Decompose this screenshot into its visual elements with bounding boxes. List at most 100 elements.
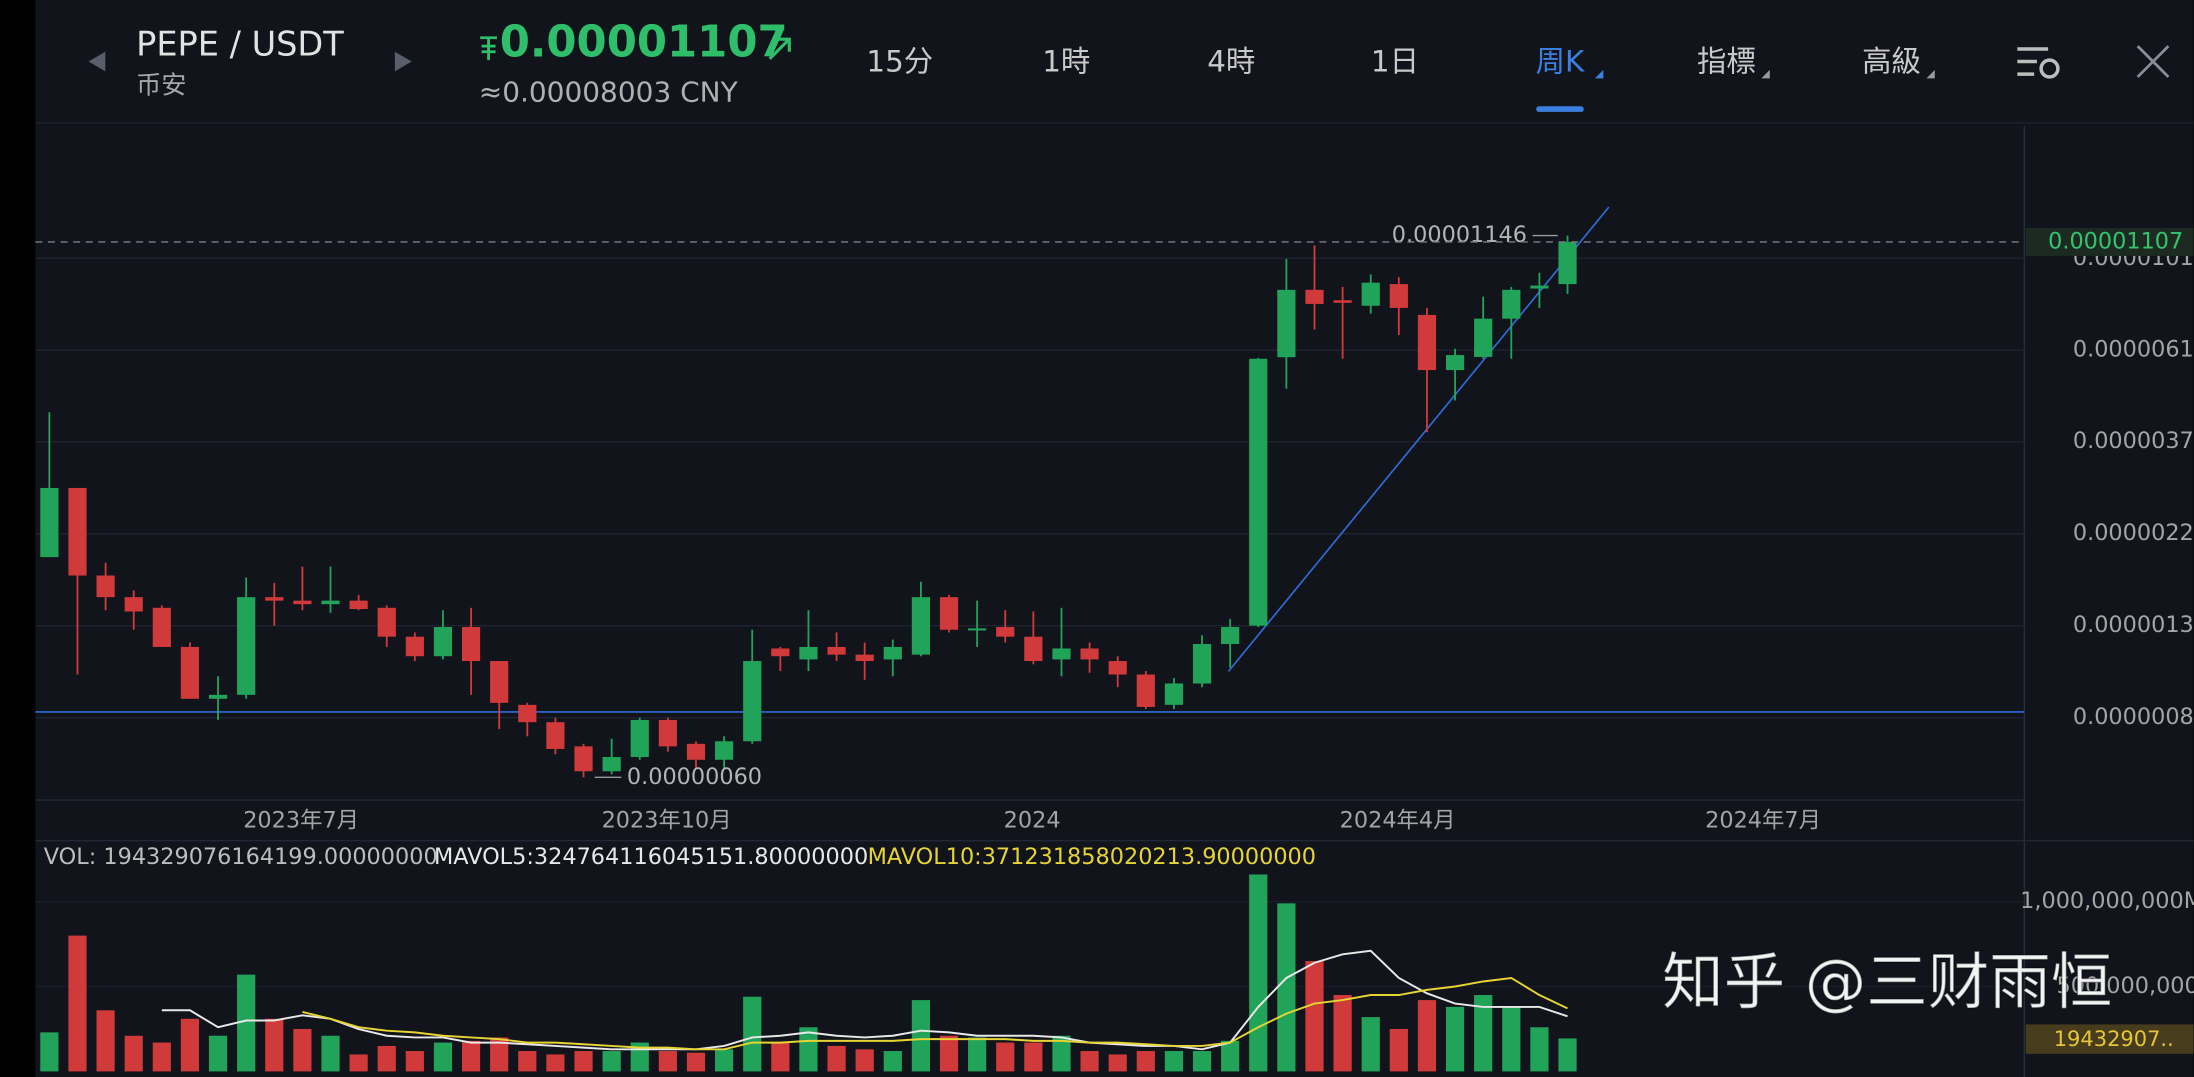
x-tick-label: 2023年10月	[602, 808, 732, 834]
candle-body	[461, 627, 481, 662]
candle-body	[1333, 300, 1352, 303]
candle-body	[658, 719, 677, 747]
trend-line	[1227, 206, 1610, 672]
tab[interactable]: 4時	[1207, 44, 1255, 78]
candle-body	[1164, 683, 1184, 705]
volume-bar	[180, 1018, 200, 1072]
candle-body	[771, 648, 790, 657]
tab[interactable]: 周K	[1536, 44, 1585, 78]
tab[interactable]: 1日	[1371, 44, 1419, 78]
settings-gear[interactable]	[2039, 58, 2060, 79]
tether-icon	[480, 36, 497, 61]
close-icon[interactable]	[2136, 45, 2170, 78]
candle-body	[1052, 648, 1071, 660]
ma-legend: MAVOL5:324764116045151.80000000	[434, 844, 868, 870]
volume-bar	[546, 1054, 565, 1072]
volume-bar	[1474, 995, 1493, 1072]
candle-body	[40, 487, 59, 558]
volume-bar	[1558, 1038, 1577, 1072]
volume-bar	[433, 1042, 453, 1072]
candle-body	[602, 757, 621, 772]
candle-body	[1192, 643, 1212, 684]
volume-bar	[40, 1032, 59, 1072]
candle-body	[1136, 674, 1155, 707]
candle-body	[574, 746, 593, 772]
candle-body	[405, 636, 424, 657]
candle-body	[1558, 241, 1577, 285]
candle-body	[518, 704, 537, 723]
y-tick-label: 0.00000614	[2073, 337, 2194, 363]
tab[interactable]: 高級	[1862, 44, 1921, 78]
candle-body	[1305, 289, 1324, 304]
candle-body	[715, 741, 734, 760]
volume-bar	[265, 1018, 284, 1072]
volume-bar	[883, 1051, 902, 1072]
next-arrow[interactable]	[394, 51, 412, 72]
tab[interactable]: 15分	[866, 44, 933, 78]
x-tick-label: 2024年4月	[1340, 808, 1456, 834]
volume-bar	[152, 1042, 171, 1072]
volume-bar	[771, 1042, 790, 1072]
tab[interactable]: 1時	[1042, 44, 1090, 78]
volume-bar	[68, 935, 87, 1072]
volume-bar	[1080, 1051, 1099, 1072]
volume-bar	[96, 1010, 115, 1072]
volume-bar	[124, 1035, 143, 1072]
candle-body	[1389, 284, 1408, 308]
candle-body	[293, 600, 312, 605]
volume-bar	[1164, 1051, 1184, 1072]
y-tick-label: 1,000,000,000M	[2020, 888, 2194, 914]
candle-body	[1249, 358, 1268, 626]
volume-bar	[602, 1051, 621, 1072]
candle-body	[377, 607, 396, 637]
volume-bar	[1221, 1040, 1240, 1072]
volume-bar	[658, 1051, 677, 1072]
candle-body	[1417, 314, 1437, 371]
tab-underline	[1536, 106, 1584, 112]
settings-icon[interactable]	[2017, 47, 2049, 76]
candle-body	[96, 575, 115, 598]
volume-bar	[1192, 1051, 1212, 1072]
candle-body	[1108, 661, 1127, 675]
ma-line	[161, 949, 1568, 1051]
volume-bar	[461, 1040, 481, 1072]
y-tick-label: 500,000,000M	[2057, 973, 2194, 999]
volume-bar	[743, 996, 762, 1072]
candle-body	[968, 628, 987, 631]
y-tick-label: 0.00000083	[2073, 704, 2194, 730]
high-label: 0.00001146	[1392, 222, 1527, 248]
volume-bar	[377, 1045, 396, 1072]
candle-body	[180, 646, 200, 699]
volume-bar	[1024, 1042, 1043, 1072]
last-volume-box	[2025, 1024, 2194, 1054]
pair: PEPE / USDT	[136, 25, 344, 64]
x-tick-label: 2023年7月	[243, 808, 359, 834]
candle-body	[321, 600, 340, 605]
ma-legend: MAVOL10:371231858020213.90000000	[868, 844, 1316, 870]
candle-body	[1080, 648, 1099, 660]
last-volume-label: 19432907..	[2054, 1027, 2174, 1051]
x-tick-label: 2024年7月	[1705, 808, 1821, 834]
volume-bar	[996, 1042, 1015, 1072]
y-tick-label: 0.00000226	[2073, 520, 2194, 546]
tab[interactable]: 指標	[1697, 44, 1756, 78]
volume-bar	[827, 1045, 846, 1072]
candle-body	[883, 646, 902, 660]
exchange: 币安	[136, 71, 186, 100]
trend-arrow	[768, 37, 791, 60]
prev-arrow[interactable]	[88, 51, 106, 72]
candle-body	[996, 627, 1015, 637]
last-price-box	[2025, 227, 2194, 256]
candle-body	[237, 597, 256, 695]
volume-bar	[968, 1037, 987, 1072]
volume-bar	[911, 1000, 930, 1072]
candle-body	[855, 654, 874, 662]
candle-body	[1277, 289, 1296, 358]
volume-bar	[1333, 995, 1352, 1072]
left-edge	[0, 0, 36, 1077]
candle-body	[1530, 285, 1549, 289]
plot: 0.00000083 0.00000137 0.00000226 0.00000373…	[35, 206, 2194, 1072]
